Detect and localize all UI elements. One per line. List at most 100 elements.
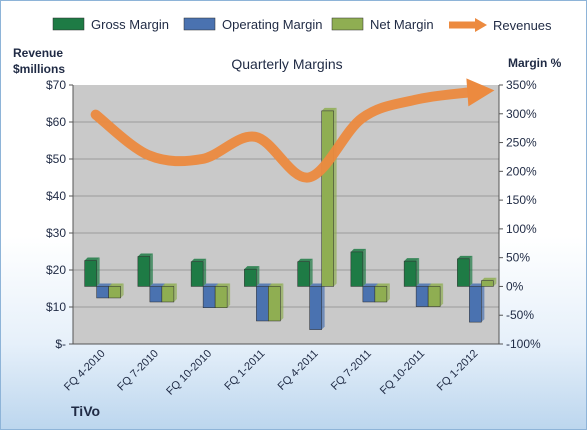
left-tick-label: $40 [46, 189, 66, 203]
bar-operating-margin [256, 286, 269, 322]
revenue-line-path [90, 87, 474, 183]
bar-side [96, 257, 100, 287]
bar-operating-margin [415, 286, 429, 307]
bar-side [120, 283, 124, 298]
left-tick-label: $50 [46, 152, 66, 166]
left-tick-label: $20 [46, 263, 66, 277]
bar-side [386, 283, 390, 302]
bar-top [215, 283, 231, 287]
bar-side [173, 283, 177, 302]
bar-net-margin [214, 286, 228, 308]
legend-label: Revenues [493, 18, 552, 33]
bar-side [481, 283, 485, 323]
bar-operating-margin [96, 286, 109, 299]
right-tick-label: -50% [506, 308, 534, 322]
category-label: FQ 10-2010 [164, 348, 214, 398]
bar-side [256, 266, 260, 287]
bar-top [108, 283, 124, 287]
bar-gross-margin [84, 260, 97, 287]
right-tick-label: 250% [506, 136, 537, 150]
bar-top [469, 283, 485, 287]
bar-operating-margin [469, 286, 482, 323]
bar-gross-margin [137, 256, 151, 287]
bar-top [404, 258, 420, 262]
right-tick-label: 150% [506, 193, 537, 207]
right-tick-label: 50% [506, 251, 530, 265]
legend-swatch [52, 17, 85, 31]
bar-net-margin [108, 286, 121, 299]
category-label: FQ 1-2012 [435, 348, 481, 394]
left-tick-label: $10 [46, 300, 66, 314]
bar-net-margin [321, 110, 334, 287]
category-label: FQ 7-2011 [329, 348, 374, 393]
bar-net-margin [374, 286, 388, 303]
right-axis-label: Margin % [508, 56, 562, 70]
legend-swatch-arrow [475, 18, 487, 32]
bar-net-margin [481, 280, 494, 287]
bar-gross-margin [457, 258, 470, 287]
bar-net-margin [427, 286, 441, 307]
right-tick-label: 100% [506, 222, 537, 236]
bar-top [416, 283, 432, 287]
bar-gross-margin [190, 261, 204, 287]
bar-top [350, 248, 366, 252]
bar-side [280, 283, 284, 321]
bar-top [321, 107, 337, 111]
bar-side [333, 107, 337, 287]
right-tick-label: 350% [506, 78, 537, 92]
bar-operating-margin [202, 286, 216, 308]
bar-top [428, 283, 444, 287]
left-axis-label-line2: $millions [13, 62, 65, 76]
legend-swatch [331, 17, 364, 31]
bar-net-margin [161, 286, 175, 303]
category-label: FQ 10-2011 [378, 348, 427, 397]
bar-gross-margin [297, 261, 310, 287]
right-tick-label: 300% [506, 107, 537, 121]
category-label: FQ 4-2010 [62, 348, 108, 394]
revenue-arrow-head [466, 78, 495, 107]
left-axis-label-line1: Revenue [13, 46, 63, 60]
bar-top [84, 257, 100, 261]
bar-side [469, 255, 473, 287]
bar-top [256, 283, 272, 287]
legend-label: Gross Margin [91, 17, 169, 32]
legend-label: Operating Margin [222, 17, 322, 32]
bar-side [227, 283, 231, 308]
bar-operating-margin [149, 286, 163, 303]
revenue-line [90, 78, 495, 183]
bar-top [297, 258, 313, 262]
bar-top [203, 283, 219, 287]
bar-gross-margin [244, 268, 257, 287]
bar-gross-margin [350, 251, 364, 287]
bar-net-margin [268, 286, 281, 322]
bar-top [191, 258, 207, 262]
company-label: TiVo [71, 403, 101, 419]
bar-side [493, 277, 497, 287]
legend-label: Net Margin [370, 17, 434, 32]
left-tick-label: $30 [46, 226, 66, 240]
bar-top [374, 283, 390, 287]
left-tick-label: $60 [46, 115, 66, 129]
bar-top [137, 253, 153, 257]
right-tick-label: -100% [506, 337, 541, 351]
left-tick-label: $- [55, 337, 66, 351]
bar-top [149, 283, 165, 287]
bar-side [309, 258, 313, 287]
bar-top [457, 255, 473, 259]
bar-side [362, 248, 366, 287]
bar-side [416, 258, 420, 287]
bar-top [96, 283, 112, 287]
bar-top [268, 283, 284, 287]
axis-ticks: $- $10 $20 $30 $40 $50 $60 $70 -100% -50% 0% 50% 100… [46, 78, 541, 351]
bar-top [481, 277, 497, 281]
category-label: FQ 4-2011 [276, 348, 321, 393]
category-label: FQ 7-2010 [115, 348, 161, 394]
bar-side [440, 283, 444, 307]
left-tick-label: $70 [46, 78, 66, 92]
bar-operating-margin [362, 286, 376, 303]
bar-operating-margin [309, 286, 322, 330]
bar-top [309, 283, 325, 287]
bar-top [362, 283, 378, 287]
